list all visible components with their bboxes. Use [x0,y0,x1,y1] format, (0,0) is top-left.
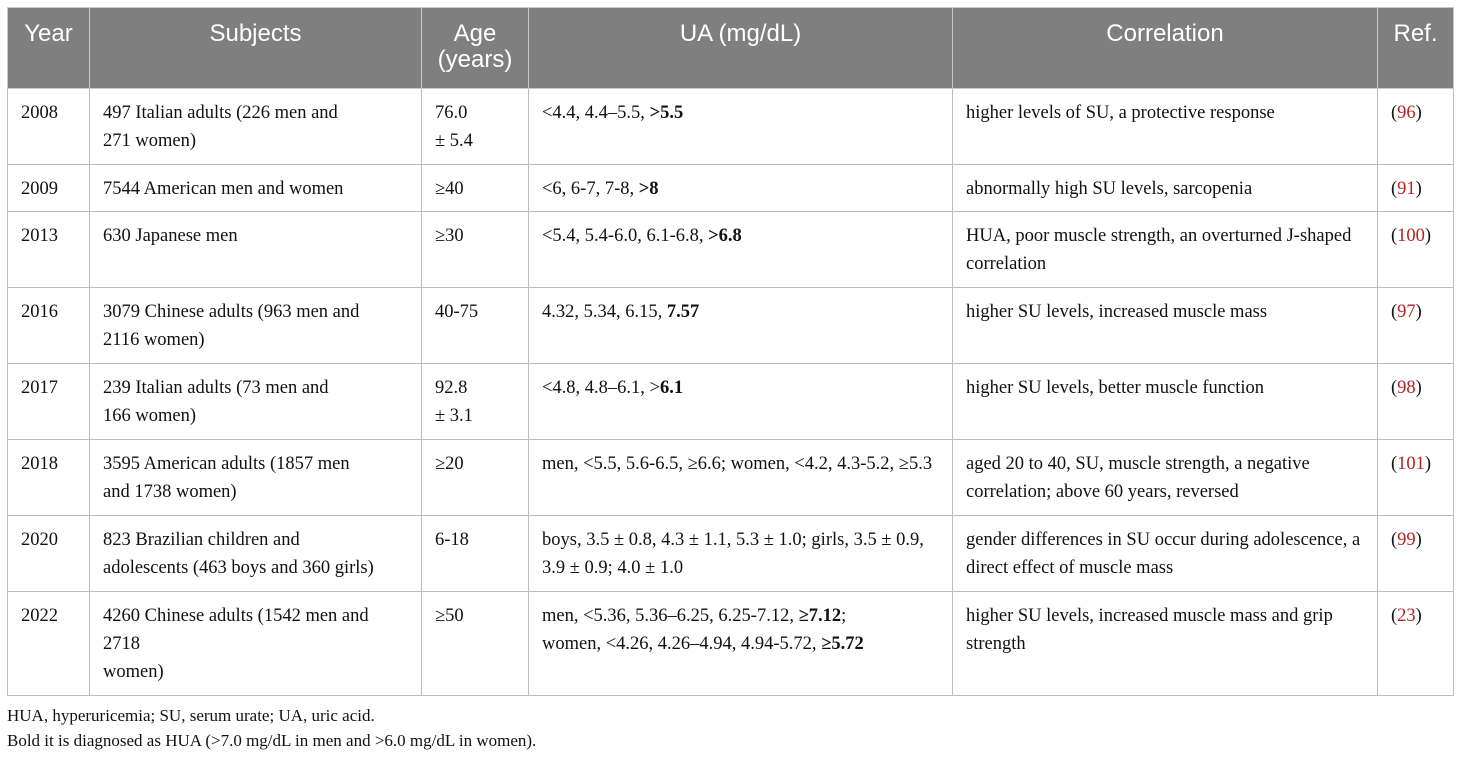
cell-correlation: higher SU levels, increased muscle mass [952,287,1378,364]
cell-year: 2008 [7,88,90,165]
cell-age: 76.0 ± 5.4 [421,88,529,165]
cell-ref: (23) [1377,591,1454,696]
header-year: Year [7,7,90,89]
table-row: 2016 3079 Chinese adults (963 men and 21… [7,287,1454,364]
cell-ua: men, <5.36, 5.36–6.25, 6.25-7.12, ≥7.12;… [528,591,953,696]
ua-values: 4.32, 5.34, 6.15, [542,302,667,322]
cell-ref: (99) [1377,515,1454,592]
cell-correlation: higher levels of SU, a protective respon… [952,88,1378,165]
header-correlation: Correlation [952,7,1378,89]
cell-ref: (100) [1377,211,1454,288]
cell-ref: (101) [1377,439,1454,516]
cell-correlation: aged 20 to 40, SU, muscle strength, a ne… [952,439,1378,516]
cell-age: 92.8 ± 3.1 [421,363,529,440]
table-footnotes: HUA, hyperuricemia; SU, serum urate; UA,… [7,703,536,753]
cell-subjects: 4260 Chinese adults (1542 men and 2718 w… [89,591,422,696]
table-container: Year Subjects Age (years) UA (mg/dL) Cor… [7,7,1454,696]
footnote-abbreviations: HUA, hyperuricemia; SU, serum urate; UA,… [7,706,375,725]
cell-correlation: gender differences in SU occur during ad… [952,515,1378,592]
cell-subjects: 3079 Chinese adults (963 men and 2116 wo… [89,287,422,364]
header-subjects: Subjects [89,7,422,89]
cell-ua: men, <5.5, 5.6-6.5, ≥6.6; women, <4.2, 4… [528,439,953,516]
reference-link[interactable]: 23 [1397,606,1416,626]
header-age: Age (years) [421,7,529,89]
reference-link[interactable]: 101 [1397,454,1425,474]
ua-hua-value: >5.5 [649,103,684,123]
cell-correlation: HUA, poor muscle strength, an overturned… [952,211,1378,288]
cell-age: ≥30 [421,211,529,288]
cell-year: 2009 [7,164,90,212]
cell-year: 2022 [7,591,90,696]
ua-hua-value-women: ≥5.72 [821,634,864,654]
footnote-bold-explanation: Bold it is diagnosed as HUA (>7.0 mg/dL … [7,731,537,750]
cell-age: 6-18 [421,515,529,592]
header-ref: Ref. [1377,7,1454,89]
uric-acid-studies-table: Year Subjects Age (years) UA (mg/dL) Cor… [7,7,1454,696]
ua-hua-value: >8 [638,179,659,199]
cell-subjects: 630 Japanese men [89,211,422,288]
table-row: 2018 3595 American adults (1857 men and … [7,439,1454,516]
ua-values: <6, 6-7, 7-8, [542,179,639,199]
ua-hua-value: >6.8 [708,226,742,246]
cell-ua: boys, 3.5 ± 0.8, 4.3 ± 1.1, 5.3 ± 1.0; g… [528,515,953,592]
cell-subjects: 3595 American adults (1857 men and 1738 … [89,439,422,516]
cell-subjects: 7544 American men and women [89,164,422,212]
cell-ua: <4.4, 4.4–5.5, >5.5 [528,88,953,165]
table-row: 2008 497 Italian adults (226 men and 271… [7,88,1454,165]
cell-ref: (91) [1377,164,1454,212]
cell-ref: (98) [1377,363,1454,440]
header-ua: UA (mg/dL) [528,7,953,89]
ua-values: <5.4, 5.4-6.0, 6.1-6.8, [542,226,709,246]
ua-hua-value: 6.1 [660,378,684,398]
ua-values: <4.8, 4.8–6.1, > [542,378,660,398]
table-row: 2022 4260 Chinese adults (1542 men and 2… [7,591,1454,696]
ua-hua-value: 7.57 [666,302,700,322]
ua-values-men: men, <5.36, 5.36–6.25, 6.25-7.12, [542,606,799,626]
reference-link[interactable]: 97 [1397,302,1416,322]
ua-values-women: ; women, <4.26, 4.26–4.94, 4.94-5.72, [542,606,847,654]
cell-subjects: 497 Italian adults (226 men and 271 wome… [89,88,422,165]
cell-correlation: higher SU levels, better muscle function [952,363,1378,440]
cell-ua: <5.4, 5.4-6.0, 6.1-6.8, >6.8 [528,211,953,288]
cell-age: ≥20 [421,439,529,516]
table-row: 2020 823 Brazilian children and adolesce… [7,515,1454,592]
cell-correlation: higher SU levels, increased muscle mass … [952,591,1378,696]
cell-year: 2016 [7,287,90,364]
cell-ua: <4.8, 4.8–6.1, >6.1 [528,363,953,440]
cell-ua: 4.32, 5.34, 6.15, 7.57 [528,287,953,364]
cell-year: 2013 [7,211,90,288]
cell-subjects: 823 Brazilian children and adolescents (… [89,515,422,592]
cell-year: 2020 [7,515,90,592]
table-row: 2017 239 Italian adults (73 men and 166 … [7,363,1454,440]
reference-link[interactable]: 99 [1397,530,1416,550]
table-row: 2009 7544 American men and women ≥40 <6,… [7,164,1454,212]
cell-age: ≥50 [421,591,529,696]
cell-age: ≥40 [421,164,529,212]
reference-link[interactable]: 100 [1397,226,1425,246]
reference-link[interactable]: 98 [1397,378,1416,398]
table-row: 2013 630 Japanese men ≥30 <5.4, 5.4-6.0,… [7,211,1454,288]
cell-year: 2018 [7,439,90,516]
cell-correlation: abnormally high SU levels, sarcopenia [952,164,1378,212]
cell-ref: (96) [1377,88,1454,165]
cell-subjects: 239 Italian adults (73 men and 166 women… [89,363,422,440]
cell-year: 2017 [7,363,90,440]
header-row: Year Subjects Age (years) UA (mg/dL) Cor… [7,7,1454,89]
cell-ref: (97) [1377,287,1454,364]
reference-link[interactable]: 91 [1397,179,1416,199]
cell-age: 40-75 [421,287,529,364]
ua-values: <4.4, 4.4–5.5, [542,103,650,123]
ua-hua-value-men: ≥7.12 [798,606,842,626]
cell-ua: <6, 6-7, 7-8, >8 [528,164,953,212]
reference-link[interactable]: 96 [1397,103,1416,123]
